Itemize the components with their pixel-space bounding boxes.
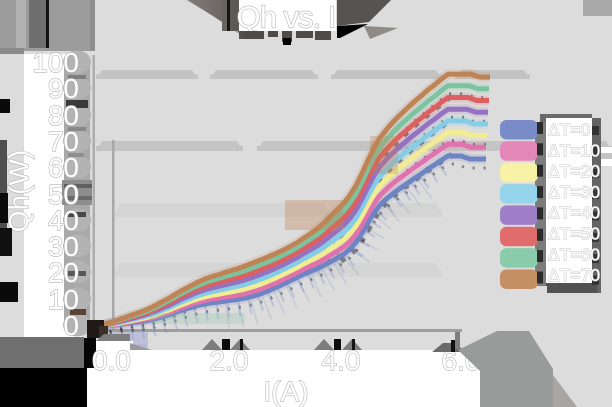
svg-text:0.0: 0.0 xyxy=(92,345,131,376)
svg-text:60: 60 xyxy=(48,152,79,183)
svg-text:Qh(W): Qh(W) xyxy=(3,150,34,232)
svg-text:ΔT=40: ΔT=40 xyxy=(548,203,600,223)
svg-text:80: 80 xyxy=(48,100,79,131)
svg-text:ΔT=70: ΔT=70 xyxy=(548,265,600,285)
svg-text:30: 30 xyxy=(48,231,79,262)
svg-text:ΔT=60: ΔT=60 xyxy=(548,244,600,264)
svg-text:ΔT=10: ΔT=10 xyxy=(548,140,600,160)
svg-text:40: 40 xyxy=(48,205,79,236)
svg-text:20: 20 xyxy=(48,257,79,288)
svg-text:90: 90 xyxy=(48,73,79,104)
svg-text:2.0: 2.0 xyxy=(210,345,249,376)
svg-text:I(A): I(A) xyxy=(263,376,308,407)
svg-text:50: 50 xyxy=(48,179,79,210)
svg-text:0: 0 xyxy=(63,310,79,341)
svg-text:ΔT=20: ΔT=20 xyxy=(548,161,600,181)
svg-text:100: 100 xyxy=(32,47,79,78)
svg-text:Qh vs. I: Qh vs. I xyxy=(237,0,336,35)
svg-text:70: 70 xyxy=(48,126,79,157)
svg-text:ΔT=50: ΔT=50 xyxy=(548,224,600,244)
svg-text:ΔT=0: ΔT=0 xyxy=(548,120,591,140)
svg-text:4.0: 4.0 xyxy=(322,345,361,376)
svg-text:ΔT=30: ΔT=30 xyxy=(548,182,600,202)
svg-text:10: 10 xyxy=(48,284,79,315)
